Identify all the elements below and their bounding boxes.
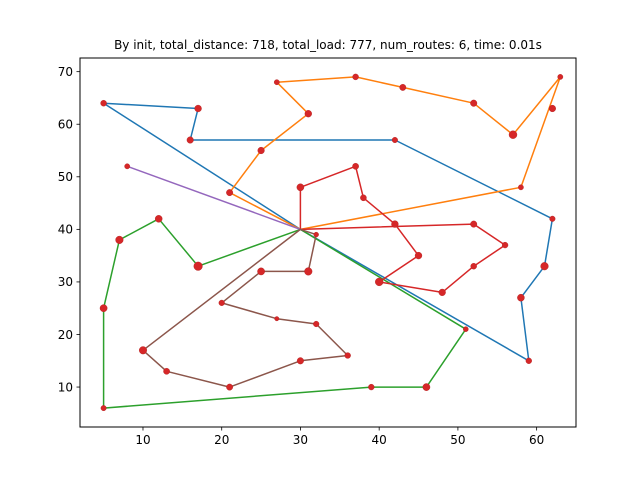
points-layer <box>99 73 564 412</box>
customer-point <box>470 220 478 228</box>
y-tick-label: 60 <box>58 118 73 132</box>
customer-point <box>304 267 313 276</box>
customer-point <box>548 104 556 113</box>
customer-point <box>391 137 398 143</box>
customer-point <box>525 357 532 364</box>
customer-point <box>194 104 202 113</box>
y-tick-label: 10 <box>58 380 73 394</box>
customer-point <box>154 215 163 223</box>
route-line-1 <box>102 102 554 362</box>
customer-point <box>99 304 108 313</box>
customer-point <box>124 163 131 170</box>
chart-title: By init, total_distance: 718, total_load… <box>114 38 542 52</box>
customer-point <box>391 220 399 228</box>
customer-point <box>470 263 477 270</box>
customer-point <box>549 215 556 222</box>
customer-point <box>557 74 564 80</box>
customer-point <box>100 405 107 412</box>
route-line-4 <box>299 165 506 294</box>
y-tick-label: 40 <box>58 223 73 237</box>
customer-point <box>274 316 280 322</box>
x-tick-label: 30 <box>293 433 308 447</box>
customer-point <box>313 231 319 238</box>
x-axis: 10 20 30 40 50 60 <box>135 427 544 447</box>
customer-point <box>226 383 233 391</box>
customer-point <box>313 320 320 328</box>
route-line-3 <box>102 218 467 409</box>
customer-point <box>296 183 305 192</box>
customer-point <box>100 100 107 107</box>
route-line-2 <box>228 76 562 231</box>
y-tick-label: 50 <box>58 170 73 184</box>
customer-point <box>226 189 234 197</box>
customer-point <box>399 84 407 91</box>
customer-point <box>344 352 351 359</box>
y-axis: 10 20 30 40 50 60 70 <box>58 65 80 394</box>
customer-point <box>422 383 431 391</box>
plot-frame <box>79 57 577 428</box>
customer-point <box>470 99 478 107</box>
customer-point <box>517 293 525 302</box>
y-tick-label: 20 <box>58 328 73 342</box>
customer-point <box>257 146 265 155</box>
customer-point <box>186 136 194 144</box>
customer-point <box>540 262 549 271</box>
customer-point <box>368 383 375 391</box>
customer-point <box>414 251 423 260</box>
x-tick-label: 60 <box>529 433 544 447</box>
customer-point <box>352 73 359 81</box>
customer-point <box>375 277 384 287</box>
customer-point <box>352 162 359 170</box>
customer-point <box>463 326 469 332</box>
customer-point <box>360 194 367 202</box>
customer-point <box>218 299 225 306</box>
customer-point <box>257 267 265 276</box>
x-tick-label: 50 <box>450 433 465 447</box>
customer-point <box>508 130 518 139</box>
customer-point <box>273 79 280 86</box>
x-tick-label: 40 <box>372 433 387 447</box>
y-tick-label: 70 <box>58 65 73 79</box>
customer-point <box>501 241 509 249</box>
customer-point <box>438 288 446 296</box>
customer-point <box>296 357 304 365</box>
customer-point <box>163 367 170 375</box>
customer-point <box>139 346 147 355</box>
customer-point <box>304 110 312 118</box>
x-tick-label: 20 <box>214 433 229 447</box>
customer-point <box>193 261 203 271</box>
x-tick-label: 10 <box>135 433 150 447</box>
y-tick-label: 30 <box>58 275 73 289</box>
customer-point <box>115 235 124 244</box>
customer-point <box>518 184 524 191</box>
